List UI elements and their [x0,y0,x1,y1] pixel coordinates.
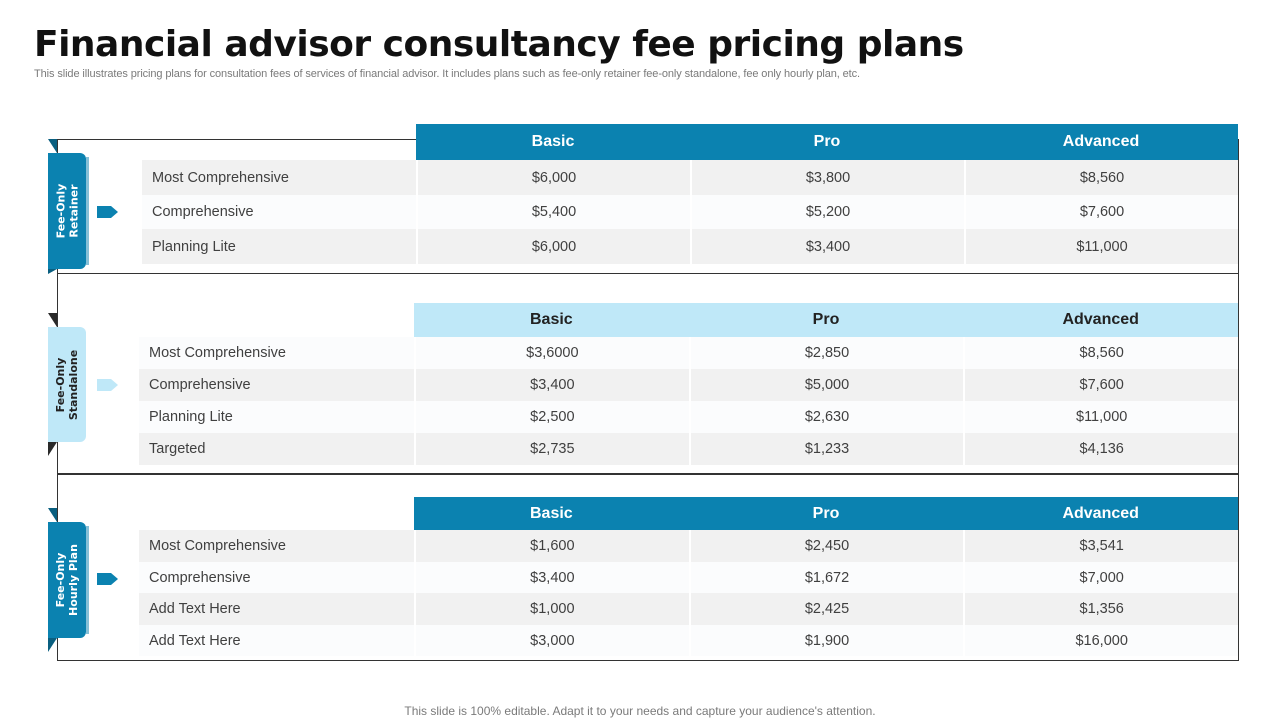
table-row: Comprehensive $3,400 $1,672 $7,000 [139,562,1238,593]
cell-pro: $5,000 [688,369,964,401]
tab-fold [48,313,57,327]
cell-pro: $1,672 [688,562,964,593]
cell-advanced: $8,560 [964,160,1238,195]
cell-basic: $1,000 [414,593,689,625]
cell-basic: $5,400 [416,195,690,229]
row-label: Comprehensive [152,204,254,220]
tab-fee-only-hourly-plan: Fee-Only Hourly Plan [48,522,86,638]
tab-label-line2: Standalone [67,349,81,420]
cell-pro: $1,900 [688,625,964,656]
tab-label-line2: Retainer [67,184,80,238]
page-title: Financial advisor consultancy fee pricin… [34,24,964,65]
pointer-arrow-icon [97,379,118,391]
tab-label-line2: Hourly Plan [67,544,81,616]
table-row: Add Text Here $1,000 $2,425 $1,356 [139,593,1238,625]
cell-pro: $1,233 [688,433,964,465]
cell-basic: $2,500 [414,401,689,433]
table-row: Add Text Here $3,000 $1,900 $16,000 [139,625,1238,656]
cell-pro: $2,630 [688,401,964,433]
cell-advanced: $7,000 [963,562,1238,593]
tab-label-line1: Fee-Only [54,183,67,239]
column-header-pro: Pro [812,311,840,328]
cell-advanced: $4,136 [963,433,1238,465]
hourly-header-row: Basic Pro Advanced [414,497,1238,530]
cell-pro: $3,400 [690,229,964,264]
row-label: Add Text Here [149,632,241,649]
table-row: Comprehensive $5,400 $5,200 $7,600 [142,195,1238,229]
row-label: Comprehensive [149,377,251,393]
table-row: Planning Lite $2,500 $2,630 $11,000 [139,401,1238,433]
cell-advanced: $8,560 [963,337,1238,369]
cell-basic: $6,000 [416,229,690,264]
row-label: Most Comprehensive [149,538,286,554]
row-label: Targeted [149,441,206,457]
tab-fee-only-standalone: Fee-Only Standalone [48,327,86,442]
table-row: Most Comprehensive $6,000 $3,800 $8,560 [142,160,1238,195]
cell-advanced: $16,000 [963,625,1238,656]
cell-advanced: $7,600 [964,195,1238,229]
cell-basic: $6,000 [416,160,690,195]
cell-advanced: $3,541 [963,530,1238,562]
cell-pro: $3,800 [690,160,964,195]
tab-fold [48,269,57,274]
row-label: Most Comprehensive [149,345,286,361]
tab-shade [86,157,89,265]
tab-fold [48,139,57,153]
column-header-advanced: Advanced [1062,133,1140,150]
page-subtitle: This slide illustrates pricing plans for… [34,68,860,80]
column-header-advanced: Advanced [1062,504,1139,522]
tab-fold [48,442,57,456]
tab-label-line1: Fee-Only [54,552,68,608]
tab-fold [48,638,57,652]
cell-advanced: $11,000 [964,229,1238,264]
column-header-basic: Basic [529,504,573,522]
cell-basic: $2,735 [414,433,689,465]
row-label: Add Text Here [149,601,241,617]
cell-basic: $1,600 [414,530,689,562]
pointer-arrow-icon [97,573,118,585]
cell-pro: $2,450 [688,530,964,562]
cell-basic: $3,000 [414,625,689,656]
row-label: Most Comprehensive [152,169,289,186]
row-label: Planning Lite [152,238,236,255]
cell-advanced: $7,600 [963,369,1238,401]
cell-advanced: $1,356 [963,593,1238,625]
table-row: Comprehensive $3,400 $5,000 $7,600 [139,369,1238,401]
cell-pro: $2,425 [688,593,964,625]
column-header-basic: Basic [531,133,575,150]
table-row: Targeted $2,735 $1,233 $4,136 [139,433,1238,465]
cell-pro: $2,850 [688,337,964,369]
tab-shade [86,526,89,634]
tab-fold [48,508,57,522]
column-header-advanced: Advanced [1062,311,1139,328]
pointer-arrow-icon [97,206,118,218]
standalone-header-row: Basic Pro Advanced [414,303,1238,337]
table-row: Most Comprehensive $3,6000 $2,850 $8,560 [139,337,1238,369]
column-header-basic: Basic [529,311,573,328]
table-row: Planning Lite $6,000 $3,400 $11,000 [142,229,1238,264]
cell-advanced: $11,000 [963,401,1238,433]
cell-basic: $3,6000 [414,337,689,369]
tab-fee-only-retainer: Fee-Only Retainer [48,153,86,269]
column-header-pro: Pro [813,133,841,150]
table-row: Most Comprehensive $1,600 $2,450 $3,541 [139,530,1238,562]
row-label: Planning Lite [149,409,233,425]
tab-label-line1: Fee-Only [54,357,68,412]
row-label: Comprehensive [149,569,251,586]
cell-pro: $5,200 [690,195,964,229]
cell-basic: $3,400 [414,562,689,593]
retainer-header-row: Basic Pro Advanced [416,124,1238,160]
column-header-pro: Pro [812,504,840,522]
footer-note: This slide is 100% editable. Adapt it to… [404,704,876,718]
cell-basic: $3,400 [414,369,689,401]
